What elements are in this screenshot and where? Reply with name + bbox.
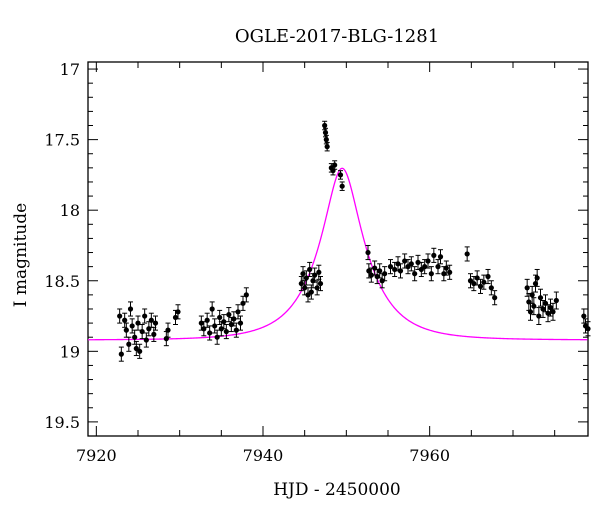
data-point bbox=[240, 295, 246, 311]
data-point bbox=[492, 290, 498, 306]
data-point bbox=[133, 340, 139, 357]
data-point bbox=[122, 312, 128, 328]
data-point bbox=[485, 268, 491, 285]
data-point bbox=[415, 254, 421, 270]
data-point bbox=[537, 288, 544, 307]
data-point bbox=[137, 343, 143, 359]
model-curve-group bbox=[87, 167, 588, 341]
data-point bbox=[214, 329, 220, 345]
data-point bbox=[312, 267, 318, 283]
data-point bbox=[243, 287, 249, 303]
data-point bbox=[322, 127, 329, 138]
data-point bbox=[437, 249, 444, 265]
data-point bbox=[431, 247, 437, 263]
data-point bbox=[152, 315, 159, 331]
data-point bbox=[314, 280, 320, 296]
x-tick-label: 7940 bbox=[243, 446, 284, 465]
x-tick-label: 7920 bbox=[76, 446, 117, 465]
data-point bbox=[428, 266, 434, 282]
data-point bbox=[382, 266, 388, 282]
data-point bbox=[237, 315, 244, 331]
data-point bbox=[481, 274, 487, 290]
data-point bbox=[397, 263, 404, 279]
data-point bbox=[534, 268, 540, 287]
data-point bbox=[148, 312, 154, 328]
data-point bbox=[408, 256, 414, 272]
data-point bbox=[464, 246, 470, 262]
data-point bbox=[146, 321, 152, 337]
data-point bbox=[142, 308, 148, 324]
data-point bbox=[447, 264, 453, 280]
data-point bbox=[307, 261, 313, 278]
data-point bbox=[377, 263, 383, 279]
data-point bbox=[540, 300, 546, 318]
data-point bbox=[337, 170, 344, 180]
data-point bbox=[524, 278, 530, 297]
data-point bbox=[418, 261, 424, 278]
axis-tick-labels: 7920 7940 7960 17 17.5 18 18.5 19 19.5 bbox=[44, 60, 450, 465]
data-point bbox=[118, 346, 124, 362]
chart-title: OGLE-2017-BLG-1281 bbox=[235, 26, 439, 47]
model-curve bbox=[87, 167, 588, 341]
data-point bbox=[332, 160, 338, 170]
plot-frame bbox=[87, 61, 589, 437]
data-point bbox=[531, 297, 537, 316]
data-point bbox=[226, 307, 232, 323]
data-point bbox=[405, 259, 411, 275]
data-point bbox=[123, 322, 129, 338]
y-tick-label: 18 bbox=[60, 201, 80, 220]
data-point bbox=[529, 285, 535, 304]
data-point bbox=[127, 301, 134, 317]
x-axis-label: HJD - 2450000 bbox=[273, 480, 401, 500]
data-point bbox=[443, 260, 449, 276]
data-point bbox=[425, 253, 431, 269]
data-point bbox=[235, 304, 241, 320]
data-point bbox=[467, 273, 474, 289]
data-point bbox=[233, 322, 239, 338]
data-points-group bbox=[117, 120, 591, 362]
data-point bbox=[536, 307, 542, 326]
data-point bbox=[129, 318, 135, 334]
y-tick-label: 17 bbox=[60, 60, 80, 79]
y-tick-label: 19.5 bbox=[44, 413, 80, 432]
data-point bbox=[477, 278, 484, 294]
data-point bbox=[317, 276, 324, 292]
data-point bbox=[547, 298, 554, 317]
data-point bbox=[323, 134, 329, 145]
data-point bbox=[339, 181, 345, 191]
data-point bbox=[553, 291, 559, 310]
data-point bbox=[204, 312, 210, 328]
data-point bbox=[305, 287, 311, 303]
y-tick-label: 17.5 bbox=[44, 131, 80, 150]
data-point bbox=[488, 280, 494, 296]
data-point bbox=[143, 332, 149, 348]
y-tick-label: 18.5 bbox=[44, 272, 80, 291]
data-point bbox=[135, 315, 141, 331]
data-point bbox=[139, 324, 145, 340]
x-tick-label: 7960 bbox=[409, 446, 450, 465]
data-point bbox=[209, 301, 215, 317]
data-point bbox=[324, 141, 330, 152]
data-point bbox=[207, 325, 213, 341]
y-tick-label: 19 bbox=[60, 342, 80, 361]
data-point bbox=[387, 259, 394, 275]
axis-ticks bbox=[88, 62, 588, 436]
y-axis-label: I magnitude bbox=[11, 203, 31, 307]
data-point bbox=[212, 318, 218, 334]
data-point bbox=[117, 308, 123, 324]
data-point bbox=[435, 259, 441, 275]
data-point bbox=[175, 304, 181, 320]
data-point bbox=[412, 266, 418, 282]
data-point bbox=[365, 244, 371, 261]
data-point bbox=[372, 260, 378, 276]
data-point bbox=[126, 336, 132, 352]
data-point bbox=[550, 302, 556, 321]
data-point bbox=[223, 324, 229, 340]
data-point bbox=[165, 322, 171, 338]
data-point bbox=[585, 321, 591, 337]
data-point bbox=[221, 314, 227, 330]
